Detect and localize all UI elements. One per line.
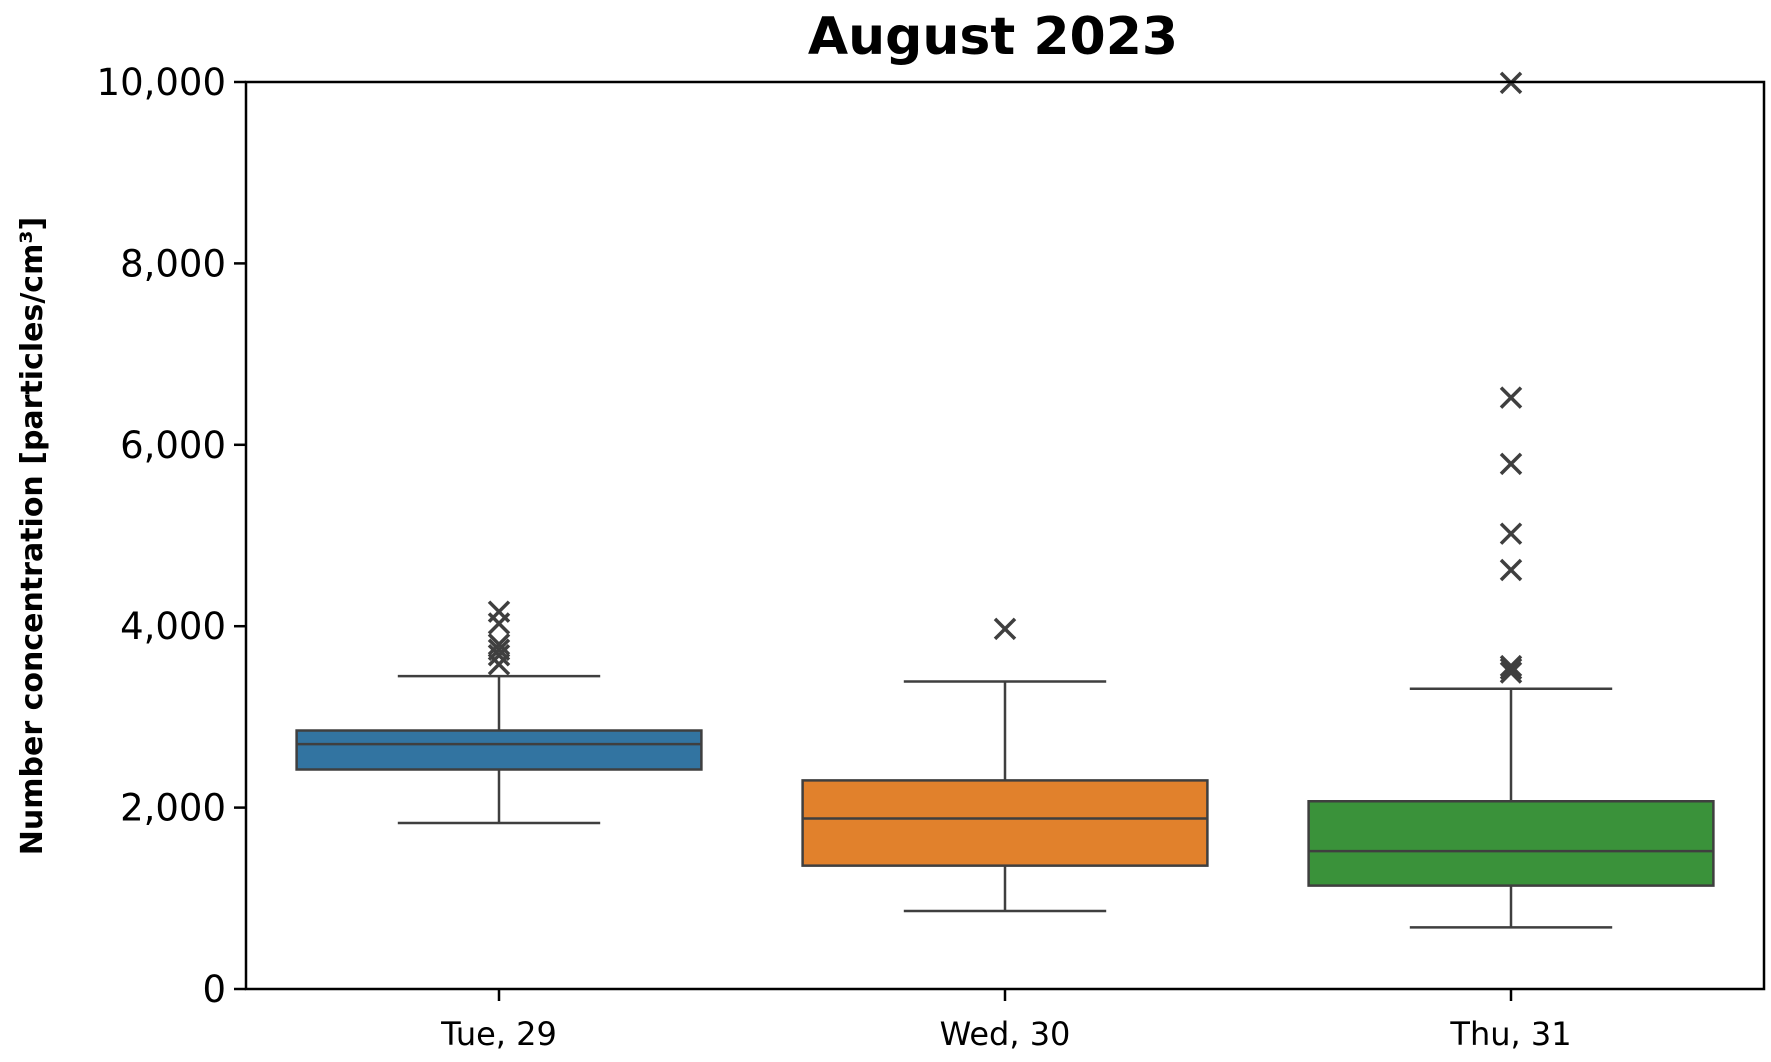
y-tick-label: 10,000 (97, 61, 226, 104)
y-tick-label: 8,000 (120, 242, 226, 285)
x-tick-label: Wed, 30 (940, 1015, 1071, 1053)
outlier-marker (1499, 654, 1523, 678)
iqr-box (801, 779, 1209, 867)
y-tick-label: 6,000 (120, 424, 226, 467)
y-tick-label: 4,000 (120, 605, 226, 648)
box-group (1307, 71, 1715, 929)
plot-area: 0 2,000 4,000 6,000 8,000 10,000 Tue, 29 Wed, 3… (97, 61, 1766, 1053)
chart-title: August 2023 (808, 7, 1178, 67)
outlier-marker (1499, 657, 1523, 681)
outlier-marker (1499, 522, 1523, 545)
outlier-marker (1499, 558, 1523, 582)
x-tick-label: Thu, 31 (1449, 1015, 1571, 1053)
outlier-marker (993, 617, 1017, 641)
y-axis-label: Number concentration [particles/cm³] (15, 217, 50, 855)
outlier-marker (487, 600, 511, 623)
y-tick-label: 2,000 (120, 787, 226, 830)
outlier-marker (487, 638, 511, 662)
outlier-marker (1499, 386, 1523, 409)
outlier-marker (487, 633, 511, 656)
box-group (295, 600, 703, 825)
iqr-box (295, 729, 703, 771)
iqr-box (1307, 800, 1715, 887)
box-group (801, 617, 1209, 913)
y-tick-label: 0 (202, 968, 226, 1011)
outlier-marker (1499, 661, 1523, 684)
x-tick-label: Tue, 29 (440, 1015, 557, 1053)
outlier-marker (1499, 452, 1523, 476)
